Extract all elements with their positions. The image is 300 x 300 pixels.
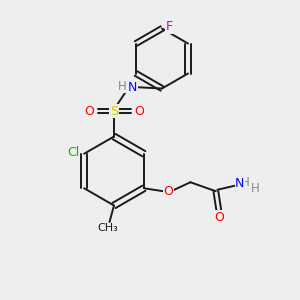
Text: O: O xyxy=(134,104,144,118)
Text: H: H xyxy=(118,80,127,93)
Text: O: O xyxy=(84,104,94,118)
Text: CH₃: CH₃ xyxy=(98,223,118,233)
Text: H: H xyxy=(241,176,249,189)
Text: Cl: Cl xyxy=(68,146,80,159)
Text: N: N xyxy=(235,177,244,190)
Text: H: H xyxy=(250,182,259,195)
Text: S: S xyxy=(110,104,118,118)
Text: N: N xyxy=(128,80,137,94)
Text: O: O xyxy=(214,211,224,224)
Text: F: F xyxy=(166,20,173,34)
Text: O: O xyxy=(164,185,173,198)
